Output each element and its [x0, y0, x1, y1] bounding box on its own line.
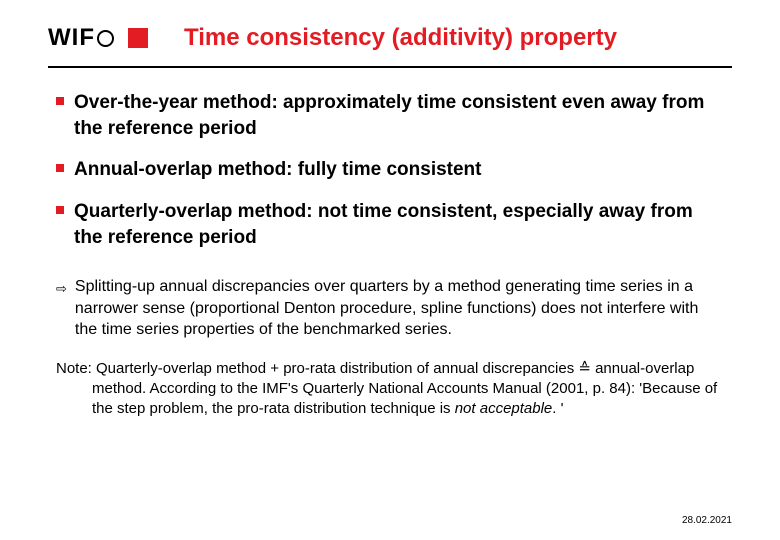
bullet-square-icon	[56, 206, 64, 214]
note-italic: not acceptable	[455, 400, 553, 417]
bullet-item: Annual-overlap method: fully time consis…	[56, 157, 724, 183]
bullet-text: Annual-overlap method: fully time consis…	[74, 157, 482, 183]
bullet-item: Quarterly-overlap method: not time consi…	[56, 199, 724, 250]
bullet-square-icon	[56, 97, 64, 105]
arrow-item: ⇨ Splitting-up annual discrepancies over…	[56, 276, 724, 341]
logo-circle-icon	[97, 30, 114, 47]
note-text: Note: Quarterly-overlap method + pro-rat…	[92, 359, 724, 420]
footer-date: 28.02.2021	[682, 515, 732, 526]
arrow-text: Splitting-up annual discrepancies over q…	[75, 276, 724, 341]
content-area: Over-the-year method: approximately time…	[0, 68, 780, 420]
bullet-text: Over-the-year method: approximately time…	[74, 90, 724, 141]
bullet-text: Quarterly-overlap method: not time consi…	[74, 199, 724, 250]
note-suffix: . '	[552, 400, 563, 417]
note-prefix: Note: Quarterly-overlap method + pro-rat…	[56, 360, 717, 418]
bullet-item: Over-the-year method: approximately time…	[56, 90, 724, 141]
logo: WIF	[48, 24, 148, 52]
arrow-icon: ⇨	[56, 281, 67, 297]
slide-title: Time consistency (additivity) property	[184, 24, 732, 52]
logo-square-icon	[128, 28, 148, 48]
bullet-square-icon	[56, 164, 64, 172]
logo-text: WIF	[48, 24, 114, 52]
header: WIF Time consistency (additivity) proper…	[0, 0, 780, 52]
logo-letters: WIF	[48, 24, 95, 52]
